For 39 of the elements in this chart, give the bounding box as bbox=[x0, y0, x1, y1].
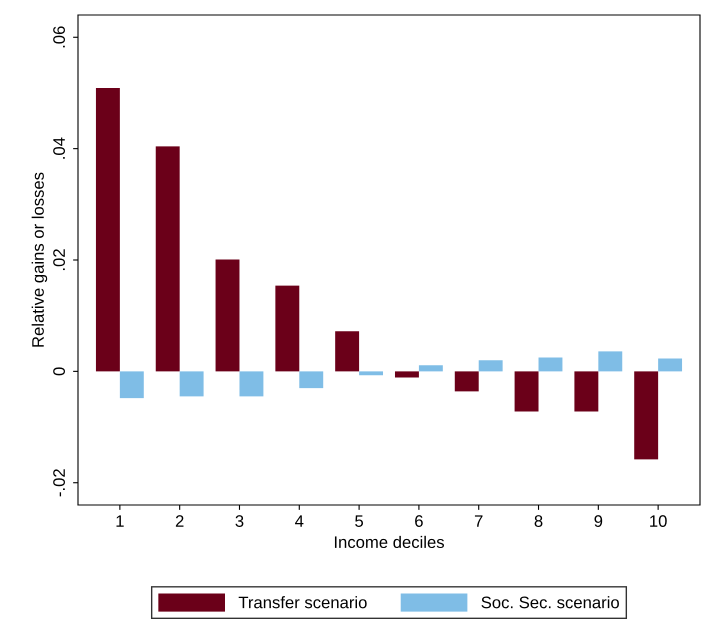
x-tick-label: 8 bbox=[534, 515, 542, 527]
bar bbox=[574, 371, 598, 412]
legend-label: Soc. Sec. scenario bbox=[481, 596, 619, 608]
bar bbox=[239, 371, 264, 396]
y-tick-label: .02 bbox=[53, 249, 65, 270]
y-tick-label: .06 bbox=[53, 26, 65, 48]
bar bbox=[359, 371, 384, 376]
y-axis-title: Relative gains or losses bbox=[32, 172, 48, 347]
x-tick-label: 4 bbox=[295, 515, 304, 527]
bar bbox=[658, 358, 682, 372]
bar bbox=[454, 371, 479, 392]
bar bbox=[514, 371, 539, 412]
bar bbox=[538, 357, 562, 372]
bar bbox=[216, 259, 240, 372]
x-tick-label: 1 bbox=[116, 515, 124, 527]
bar bbox=[275, 286, 300, 372]
bar bbox=[156, 146, 180, 372]
x-tick-label: 2 bbox=[176, 515, 184, 527]
x-tick-label: 3 bbox=[235, 515, 244, 527]
bar bbox=[96, 88, 120, 372]
bar bbox=[418, 365, 443, 372]
bar bbox=[335, 331, 360, 372]
y-tick-label: 0 bbox=[53, 367, 65, 376]
x-tick-label: 9 bbox=[594, 515, 602, 527]
bar bbox=[299, 371, 324, 388]
x-tick-label: 6 bbox=[415, 515, 423, 527]
x-tick-label: 5 bbox=[355, 515, 364, 527]
bar bbox=[180, 371, 204, 396]
x-tick-label: 7 bbox=[474, 515, 483, 527]
bar bbox=[120, 371, 144, 398]
y-tick-label: -.02 bbox=[53, 469, 65, 496]
bar bbox=[478, 360, 503, 372]
bar bbox=[394, 371, 419, 378]
y-tick-label: .04 bbox=[53, 138, 65, 159]
bar bbox=[598, 351, 622, 372]
x-tick-label: 10 bbox=[650, 515, 667, 527]
x-axis-title: Income deciles bbox=[334, 536, 444, 548]
legend-label: Transfer scenario bbox=[238, 596, 367, 608]
bar bbox=[634, 371, 658, 460]
